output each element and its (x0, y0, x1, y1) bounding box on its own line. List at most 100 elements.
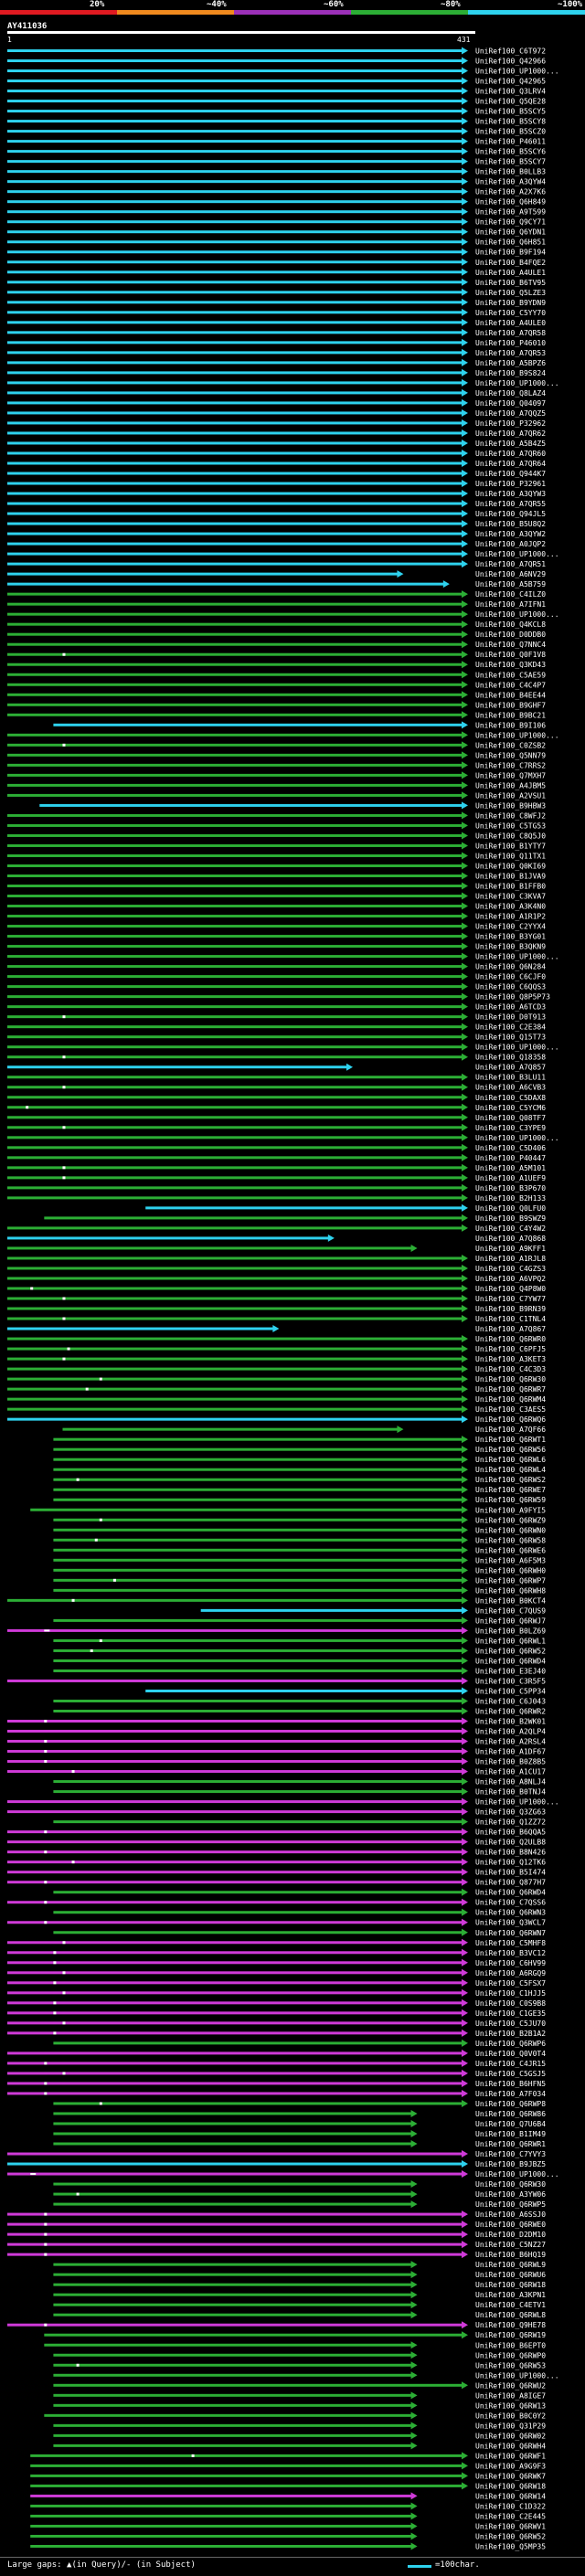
hit-label[interactable]: UniRef100_B9F194 (475, 249, 546, 257)
hit-label[interactable]: UniRef100_Q6RW14 (475, 2492, 546, 2500)
hit-bar[interactable] (7, 1357, 463, 1361)
hit-bar[interactable] (53, 1468, 463, 1471)
hit-bar[interactable] (53, 1558, 463, 1562)
hit-label[interactable]: UniRef100_C7YW77 (475, 1295, 546, 1303)
hit-row[interactable]: UniRef100_Q1ZZ72 (53, 1818, 546, 1827)
hit-row[interactable]: UniRef100_C7RRS2 (7, 761, 546, 769)
hit-label[interactable]: UniRef100_B9YDN9 (475, 299, 546, 307)
hit-label[interactable]: UniRef100_C5D406 (475, 1144, 546, 1152)
hit-label[interactable]: UniRef100_UP1000... (475, 1134, 559, 1142)
hit-bar[interactable] (7, 572, 399, 576)
hit-row[interactable]: UniRef100_B9YDN9 (7, 298, 546, 307)
hit-bar[interactable] (7, 492, 463, 495)
hit-row[interactable]: UniRef100_Q08TF7 (7, 1113, 546, 1122)
hit-bar[interactable] (7, 391, 463, 395)
hit-label[interactable]: UniRef100_B6QQA5 (475, 1829, 546, 1837)
hit-row[interactable]: UniRef100_E3EJ40 (53, 1667, 546, 1675)
hit-row[interactable]: UniRef100_C2YYX4 (7, 922, 546, 931)
hit-bar[interactable] (7, 773, 463, 777)
hit-row[interactable]: UniRef100_C2E384 (7, 1023, 546, 1032)
hit-bar[interactable] (7, 965, 463, 969)
hit-row[interactable]: UniRef100_C6PFJ5 (7, 1345, 546, 1353)
hit-label[interactable]: UniRef100_Q6RWP7 (475, 1576, 546, 1585)
hit-bar[interactable] (7, 1417, 463, 1421)
hit-bar[interactable] (7, 853, 463, 857)
hit-label[interactable]: UniRef100_Q6RW02 (475, 2432, 546, 2440)
hit-row[interactable]: UniRef100_B5SCY8 (7, 117, 546, 126)
hit-bar[interactable] (53, 2383, 463, 2387)
hit-label[interactable]: UniRef100_UP1000... (475, 2371, 559, 2380)
hit-row[interactable]: UniRef100_C6QQS3 (7, 982, 546, 991)
hit-label[interactable]: UniRef100_P46010 (475, 339, 546, 347)
hit-row[interactable]: UniRef100_B1FFB0 (7, 882, 546, 891)
hit-row[interactable]: UniRef100_UP1000... (7, 378, 559, 387)
hit-label[interactable]: UniRef100_A1DF67 (475, 1748, 546, 1756)
hit-bar[interactable] (7, 1317, 463, 1320)
hit-bar[interactable] (7, 905, 463, 908)
hit-row[interactable]: UniRef100_Q6RWF1 (30, 2452, 546, 2460)
hit-bar[interactable] (53, 2202, 412, 2206)
hit-row[interactable]: UniRef100_C5AE59 (7, 671, 546, 679)
hit-bar[interactable] (30, 2484, 463, 2487)
hit-bar[interactable] (53, 1498, 463, 1501)
hit-row[interactable]: UniRef100_A7F034 (7, 2089, 546, 2098)
hit-bar[interactable] (7, 2072, 463, 2075)
hit-row[interactable]: UniRef100_Q7U6B4 (53, 2119, 546, 2128)
hit-bar[interactable] (30, 2454, 463, 2457)
hit-row[interactable]: UniRef100_C4ILZ0 (7, 590, 546, 599)
hit-bar[interactable] (53, 2293, 412, 2296)
hit-label[interactable]: UniRef100_UP1000... (475, 379, 559, 387)
hit-bar[interactable] (53, 1659, 463, 1662)
hit-bar[interactable] (30, 2464, 463, 2467)
hit-row[interactable]: UniRef100_C4ETV1 (53, 2301, 546, 2309)
hit-label[interactable]: UniRef100_Q6RWK7 (475, 2472, 546, 2480)
hit-bar[interactable] (7, 1981, 463, 1985)
hit-label[interactable]: UniRef100_B0LZ69 (475, 1627, 546, 1635)
hit-row[interactable]: UniRef100_B5SCY7 (7, 157, 546, 166)
hit-label[interactable]: UniRef100_Q18358 (475, 1054, 546, 1062)
hit-label[interactable]: UniRef100_Q7U6B4 (475, 2120, 546, 2128)
hit-bar[interactable] (7, 1901, 463, 1904)
hit-bar[interactable] (7, 190, 463, 194)
hit-label[interactable]: UniRef100_B3YG01 (475, 933, 546, 941)
hit-bar[interactable] (53, 723, 463, 726)
hit-bar[interactable] (53, 2041, 463, 2045)
hit-label[interactable]: UniRef100_C6QQS3 (475, 983, 546, 991)
hit-label[interactable]: UniRef100_B5SCY6 (475, 148, 546, 156)
hit-row[interactable]: UniRef100_A3QYW4 (7, 177, 546, 186)
hit-row[interactable]: UniRef100_C3AES5 (7, 1405, 546, 1414)
hit-label[interactable]: UniRef100_A7IFN1 (475, 600, 546, 609)
hit-label[interactable]: UniRef100_A6TCD3 (475, 1003, 546, 1012)
hit-label[interactable]: UniRef100_Q7NNC4 (475, 641, 546, 649)
hit-bar[interactable] (53, 2192, 412, 2196)
hit-label[interactable]: UniRef100_C5PP34 (475, 1687, 546, 1695)
hit-bar[interactable] (53, 1488, 463, 1491)
hit-row[interactable]: UniRef100_Q94JL5 (7, 510, 546, 518)
hit-row[interactable]: UniRef100_Q3KD43 (7, 661, 546, 669)
hit-label[interactable]: UniRef100_Q4KCL8 (475, 620, 546, 629)
hit-bar[interactable] (7, 331, 463, 334)
hit-label[interactable]: UniRef100_Q6RWL1 (475, 1637, 546, 1645)
hit-bar[interactable] (7, 1297, 463, 1300)
hit-label[interactable]: UniRef100_A9G9F3 (475, 2462, 546, 2470)
hit-label[interactable]: UniRef100_Q6RWN7 (475, 1929, 546, 1937)
hit-bar[interactable] (7, 925, 463, 928)
hit-bar[interactable] (7, 1941, 463, 1945)
hit-label[interactable]: UniRef100_C5TG53 (475, 822, 546, 830)
hit-bar[interactable] (7, 1860, 463, 1864)
hit-label[interactable]: UniRef100_Q6RWD4 (475, 1889, 546, 1897)
hit-row[interactable]: UniRef100_A0JQP2 (7, 540, 546, 548)
hit-label[interactable]: UniRef100_Q3ZG63 (475, 1808, 546, 1817)
hit-label[interactable]: UniRef100_A1RJL8 (475, 1255, 546, 1263)
hit-row[interactable]: UniRef100_A5BPZ6 (7, 358, 546, 367)
hit-label[interactable]: UniRef100_P32961 (475, 480, 546, 488)
hit-label[interactable]: UniRef100_Q6RW30 (475, 2180, 546, 2189)
hit-bar[interactable] (7, 955, 463, 959)
hit-bar[interactable] (62, 1427, 399, 1431)
hit-label[interactable]: UniRef100_A4ULE1 (475, 269, 546, 277)
hit-row[interactable]: UniRef100_A5B4Z5 (7, 439, 546, 448)
hit-row[interactable]: UniRef100_Q9HE78 (7, 2321, 546, 2329)
hit-row[interactable]: UniRef100_A4JBM5 (7, 781, 546, 790)
hit-row[interactable]: UniRef100_Q6RWQ6 (7, 1415, 546, 1424)
hit-label[interactable]: UniRef100_C6HV99 (475, 1959, 546, 1967)
